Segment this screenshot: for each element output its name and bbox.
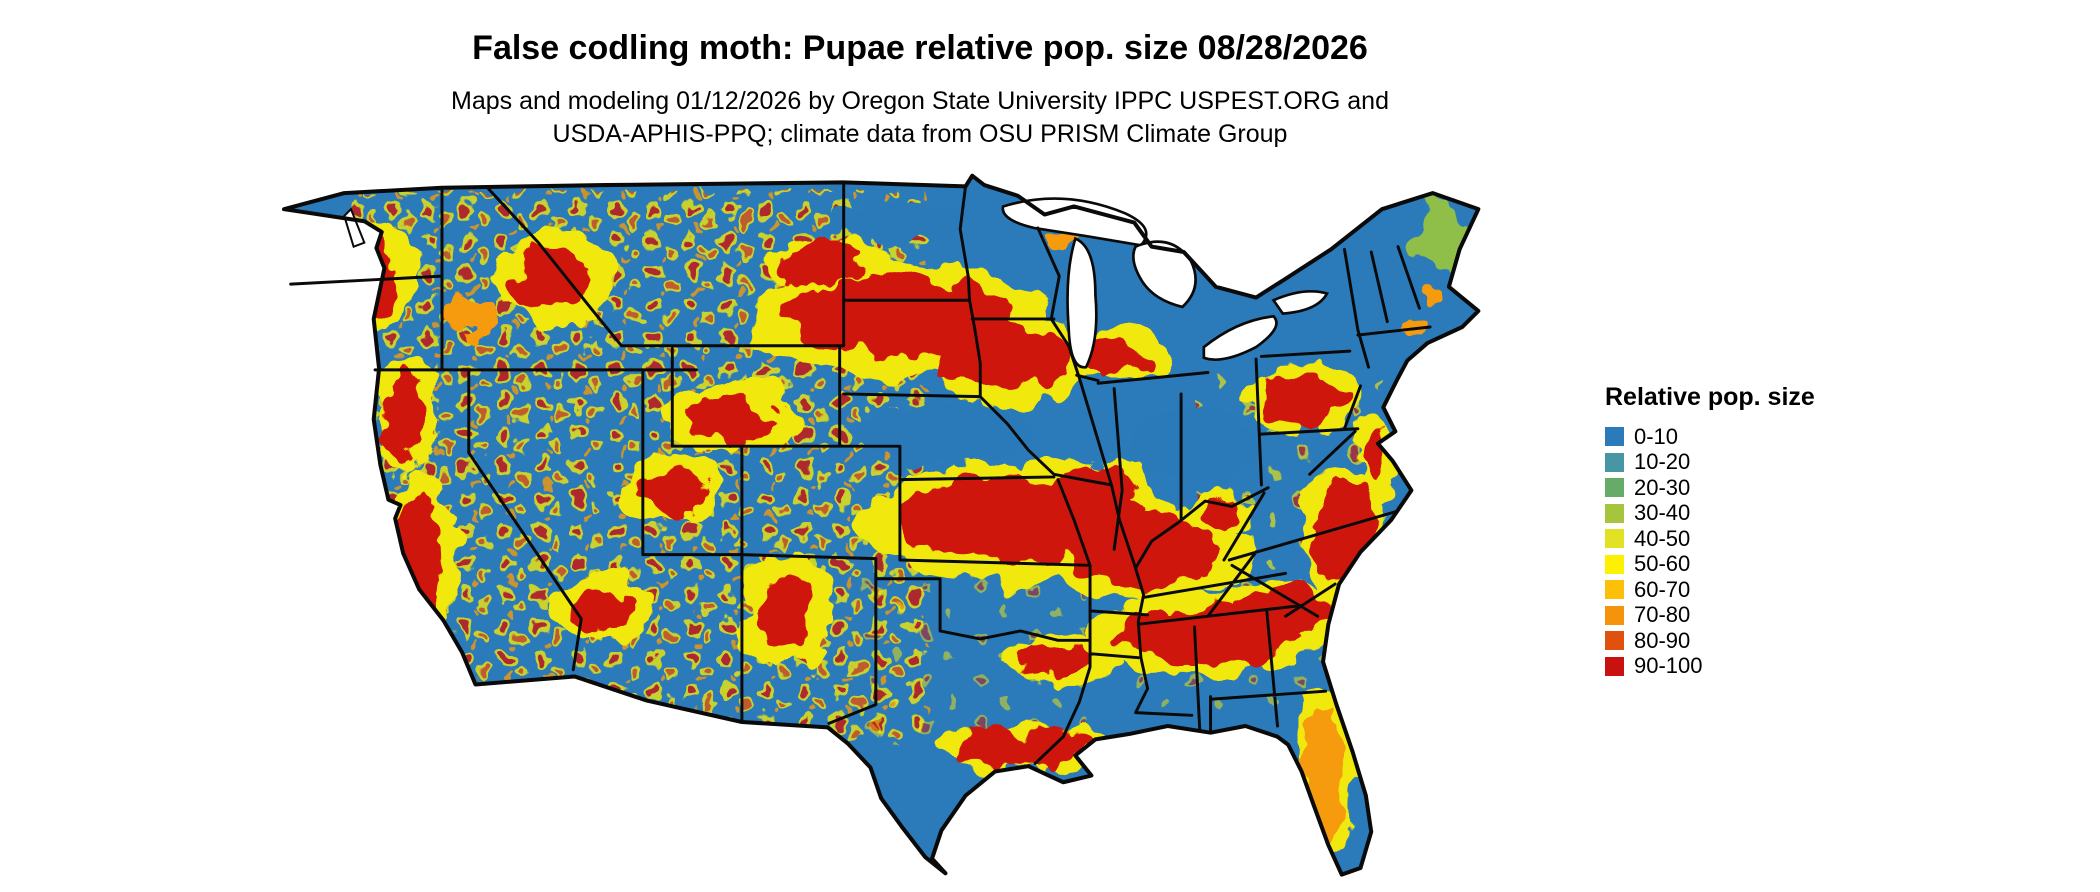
lake-huron — [1132, 240, 1197, 309]
legend-swatch — [1605, 529, 1624, 549]
lake-michigan — [1066, 236, 1098, 369]
legend: Relative pop. size 0-10 10-20 20-30 30-4… — [1605, 383, 1815, 679]
legend-label: 20-30 — [1634, 474, 1691, 500]
legend-swatch — [1605, 554, 1624, 574]
map-subtitle-line1: Maps and modeling 01/12/2026 by Oregon S… — [451, 86, 1389, 115]
legend-label: 10-20 — [1634, 449, 1691, 475]
us-map — [270, 169, 1570, 884]
legend-swatch — [1605, 631, 1624, 651]
legend-label: 30-40 — [1634, 500, 1691, 526]
legend-item: 20-30 — [1605, 475, 1815, 501]
map-blue-carves — [827, 203, 1259, 481]
map-subtitle: Maps and modeling 01/12/2026 by Oregon S… — [0, 85, 1840, 151]
legend-swatch — [1605, 656, 1624, 676]
legend-swatch — [1605, 503, 1624, 523]
legend-item: 0-10 — [1605, 424, 1815, 450]
lake-erie — [1202, 314, 1278, 361]
map-subtitle-line2: USDA-APHIS-PPQ; climate data from OSU PR… — [552, 119, 1288, 148]
legend-label: 70-80 — [1634, 602, 1691, 628]
legend-label: 60-70 — [1634, 576, 1691, 602]
figure-content: False codling moth: Pupae relative pop. … — [0, 29, 1840, 884]
legend-label: 0-10 — [1634, 423, 1679, 449]
map-title: False codling moth: Pupae relative pop. … — [472, 29, 1368, 67]
lake-ontario — [1271, 289, 1330, 315]
legend-item: 10-20 — [1605, 450, 1815, 476]
state-borders — [289, 183, 1432, 765]
us-outline — [281, 173, 1481, 877]
legend-item: 90-100 — [1605, 654, 1815, 680]
legend-swatch — [1605, 427, 1624, 447]
legend-title: Relative pop. size — [1605, 383, 1815, 411]
us-map-svg — [281, 173, 1481, 877]
legend-item: 40-50 — [1605, 526, 1815, 552]
legend-label: 90-100 — [1634, 653, 1703, 679]
map-red-blobs — [338, 230, 1389, 765]
legend-item: 60-70 — [1605, 577, 1815, 603]
legend-item: 70-80 — [1605, 603, 1815, 629]
legend-swatch — [1605, 478, 1624, 498]
map-raster — [283, 175, 1479, 875]
legend-swatch — [1605, 452, 1624, 472]
legend-item: 80-90 — [1605, 628, 1815, 654]
legend-item: 30-40 — [1605, 501, 1815, 527]
legend-swatch — [1605, 580, 1624, 600]
legend-label: 80-90 — [1634, 627, 1691, 653]
legend-swatch — [1605, 605, 1624, 625]
legend-label: 50-60 — [1634, 551, 1691, 577]
legend-label: 40-50 — [1634, 525, 1691, 551]
legend-item: 50-60 — [1605, 552, 1815, 578]
